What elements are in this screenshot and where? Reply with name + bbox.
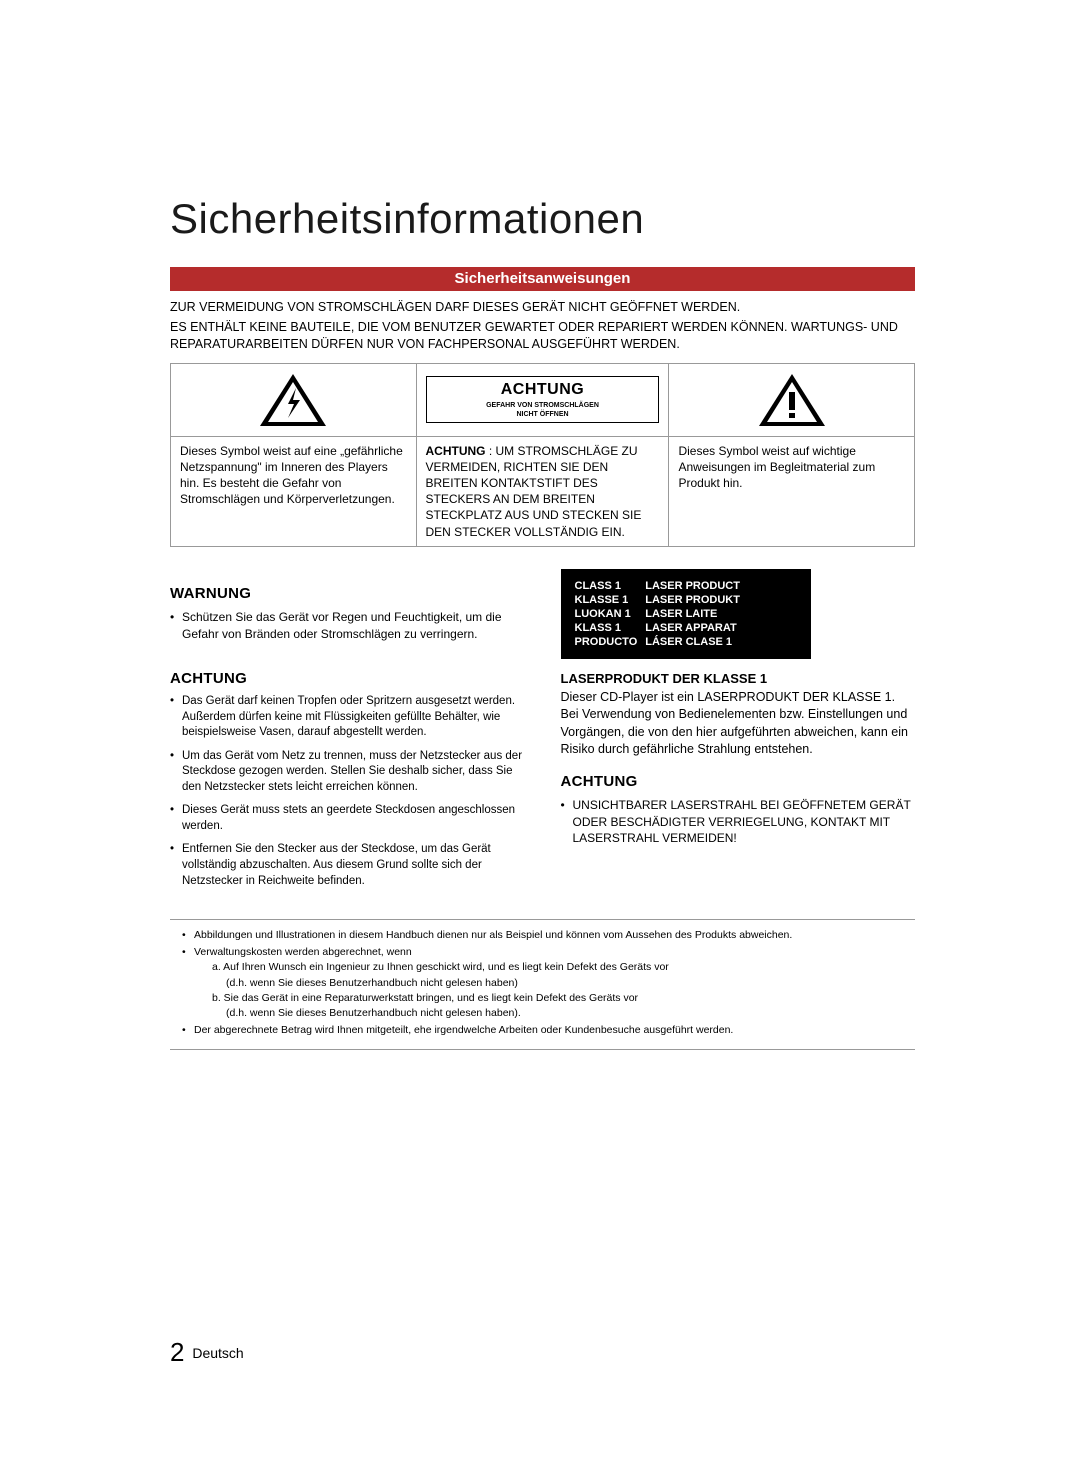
note-item: Abbildungen und Illustrationen in diesem… [182, 928, 903, 943]
section-header: Sicherheitsanweisungen [170, 267, 915, 291]
laser-cell: PRODUCTO [575, 635, 646, 649]
shock-icon-cell [171, 363, 417, 436]
laser-cell: LASER PRODUCT [645, 579, 748, 593]
laser-heading: LASERPRODUKT DER KLASSE 1 [561, 671, 916, 686]
note-sub-paren: (d.h. wenn Sie dieses Benutzerhandbuch n… [212, 1006, 903, 1021]
warnung-list: Schützen Sie das Gerät vor Regen und Feu… [170, 609, 525, 643]
exclamation-triangle-icon [757, 372, 827, 428]
note-item: Verwaltungskosten werden abgerechnet, we… [182, 945, 903, 1021]
laser-cell: LASER LAITE [645, 607, 748, 621]
laser-p2: Bei Verwendung von Bedienelementen bzw. … [561, 706, 916, 759]
safety-symbol-table: ACHTUNG GEFAHR VON STROMSCHLÄGEN NICHT Ö… [170, 363, 915, 547]
note-sub-line: a. Auf Ihren Wunsch ein Ingenieur zu Ihn… [212, 960, 903, 975]
two-column-section: WARNUNG Schützen Sie das Gerät vor Regen… [170, 569, 915, 897]
table-right-text: Dieses Symbol weist auf wichtige Anweisu… [669, 436, 915, 546]
intro-line-1: ZUR VERMEIDUNG VON STROMSCHLÄGEN DARF DI… [170, 299, 915, 316]
badge-sub2: NICHT ÖFFNEN [427, 411, 659, 419]
note-item: Der abgerechnete Betrag wird Ihnen mitge… [182, 1023, 903, 1038]
laser-class-box: CLASS 1LASER PRODUCT KLASSE 1LASER PRODU… [561, 569, 811, 659]
laser-cell: LASER PRODUKT [645, 593, 748, 607]
list-item: Das Gerät darf keinen Tropfen oder Sprit… [170, 694, 525, 741]
list-item: Dieses Gerät muss stets an geerdete Stec… [170, 803, 525, 834]
notes-box: Abbildungen und Illustrationen in diesem… [170, 919, 915, 1050]
right-column: CLASS 1LASER PRODUCT KLASSE 1LASER PRODU… [561, 569, 916, 897]
note-sub-line: b. Sie das Gerät in eine Reparaturwerkst… [212, 991, 903, 1006]
table-left-text: Dieses Symbol weist auf eine „gefährlich… [171, 436, 417, 546]
laser-cell: LÁSER CLASE 1 [645, 635, 748, 649]
achtung-heading-left: ACHTUNG [170, 670, 525, 687]
note-sub-a: a. Auf Ihren Wunsch ein Ingenieur zu Ihn… [194, 960, 903, 990]
laser-cell: CLASS 1 [575, 579, 646, 593]
page-number: 2 [170, 1337, 184, 1367]
list-item: Um das Gerät vom Netz zu trennen, muss d… [170, 749, 525, 796]
laser-p1: Dieser CD-Player ist ein LASERPRODUKT DE… [561, 689, 916, 707]
note-sub-paren: (d.h. wenn Sie dieses Benutzerhandbuch n… [212, 976, 903, 991]
laser-cell: KLASSE 1 [575, 593, 646, 607]
laser-cell: KLASS 1 [575, 621, 646, 635]
warnung-heading: WARNUNG [170, 585, 525, 602]
list-item: Entfernen Sie den Stecker aus der Steckd… [170, 842, 525, 889]
page-footer: 2 Deutsch [170, 1337, 244, 1368]
left-column: WARNUNG Schützen Sie das Gerät vor Regen… [170, 569, 525, 897]
laser-cell: LASER APPARAT [645, 621, 748, 635]
intro-line-2: ES ENTHÄLT KEINE BAUTEILE, DIE VOM BENUT… [170, 319, 915, 353]
achtung-list-left: Das Gerät darf keinen Tropfen oder Sprit… [170, 694, 525, 889]
shock-triangle-icon [258, 372, 328, 428]
note-text: Verwaltungskosten werden abgerechnet, we… [194, 946, 412, 958]
page-title: Sicherheitsinformationen [170, 195, 915, 243]
intro-text: ZUR VERMEIDUNG VON STROMSCHLÄGEN DARF DI… [170, 299, 915, 353]
list-item: Schützen Sie das Gerät vor Regen und Feu… [170, 609, 525, 643]
page-language: Deutsch [192, 1345, 243, 1361]
exclaim-icon-cell [669, 363, 915, 436]
badge-title: ACHTUNG [427, 379, 659, 401]
achtung-badge: ACHTUNG GEFAHR VON STROMSCHLÄGEN NICHT Ö… [426, 376, 660, 422]
achtung-badge-cell: ACHTUNG GEFAHR VON STROMSCHLÄGEN NICHT Ö… [416, 363, 669, 436]
laser-class-table: CLASS 1LASER PRODUCT KLASSE 1LASER PRODU… [575, 579, 748, 649]
note-sub-b: b. Sie das Gerät in eine Reparaturwerkst… [194, 991, 903, 1021]
achtung-heading-right: ACHTUNG [561, 773, 916, 790]
badge-sub1: GEFAHR VON STROMSCHLÄGEN [427, 402, 659, 410]
achtung-list-right: UNSICHTBARER LASERSTRAHL BEI GEÖFFNETEM … [561, 797, 916, 847]
table-mid-bold: ACHTUNG [426, 444, 486, 458]
table-mid-text: ACHTUNG : UM STROMSCHLÄGE ZU VERMEIDEN, … [416, 436, 669, 546]
laser-cell: LUOKAN 1 [575, 607, 646, 621]
list-item: UNSICHTBARER LASERSTRAHL BEI GEÖFFNETEM … [561, 797, 916, 847]
